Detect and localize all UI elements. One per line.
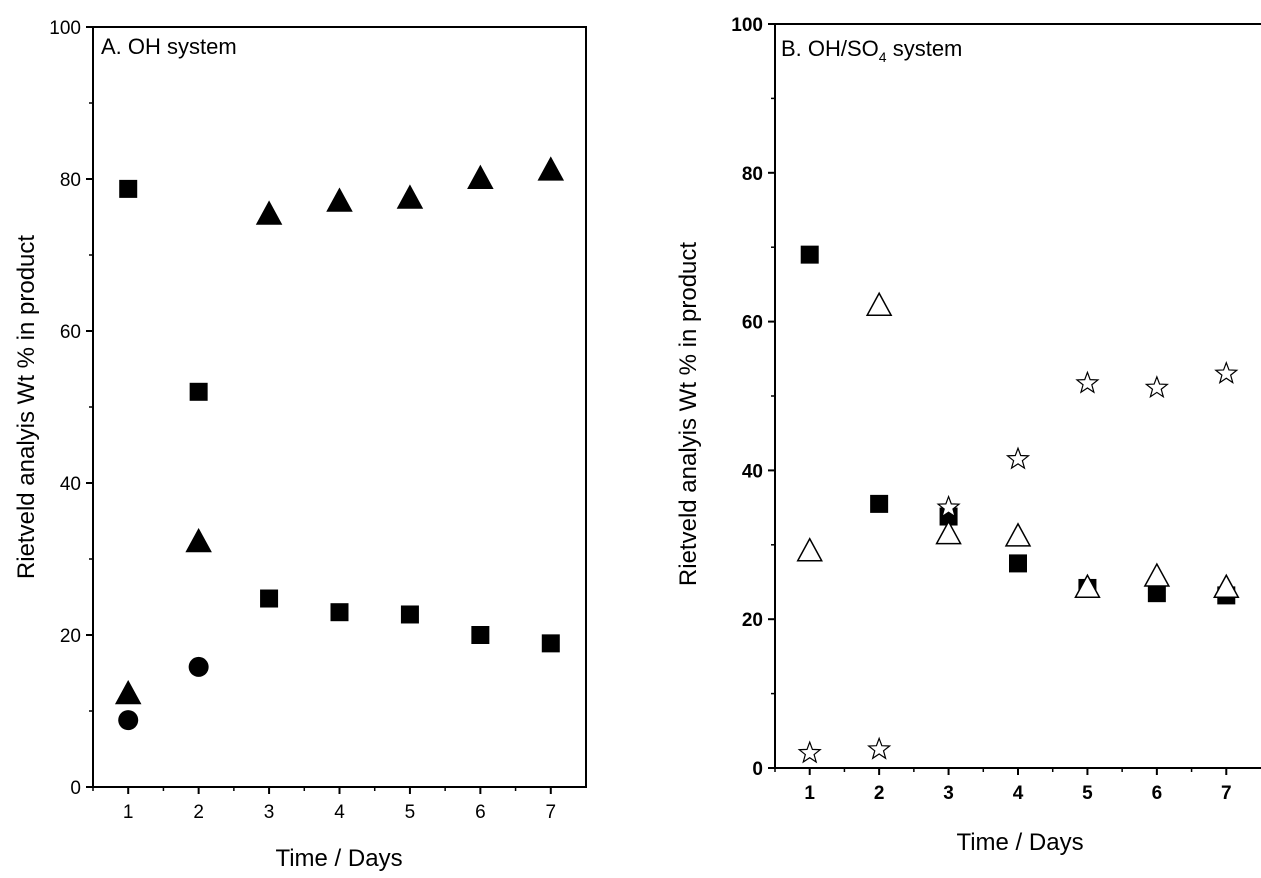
- panel-b-marks: [796, 245, 1240, 764]
- panel-b-point-triangle-open: [796, 537, 823, 562]
- panel-b-point-star-open: [936, 494, 961, 518]
- panel-b-point-square-filled: [1009, 554, 1027, 573]
- panel-b-y-tick-label: 100: [731, 15, 763, 36]
- panel-b-point-square-filled: [1147, 584, 1166, 603]
- panel-b-x-tick-label: 2: [874, 783, 885, 804]
- panel-b-point-star-open: [867, 736, 892, 760]
- panel-b-point-triangle-open: [1213, 573, 1240, 598]
- panel-a-x-tick-label: 7: [545, 802, 556, 823]
- panel-a-point-square-filled: [260, 589, 279, 608]
- panel-a-title: A. OH system: [101, 34, 237, 59]
- panel-a-y-tick-label: 20: [60, 626, 81, 647]
- panel-b-y-tick-label: 0: [752, 759, 763, 780]
- panel-a-x-axis-title: Time / Days: [275, 845, 402, 872]
- panel-a-point-triangle-filled: [255, 200, 283, 225]
- panel-a-y-tick-label: 60: [60, 322, 81, 343]
- panel-b-y-axis-title: Rietveld analyis Wt % in product: [675, 242, 702, 586]
- panel-b-x-tick-label: 1: [804, 783, 815, 804]
- panel-b-point-star-open: [1005, 446, 1031, 470]
- panel-a-ticks: 1 2 3 4 5 6 7 0 20 40 60 80 100: [49, 18, 556, 823]
- panel-a-point-triangle-filled: [396, 184, 424, 209]
- panel-b-ticks: 1 2 3 4 5 6 7 0 20 40 60 80 100: [731, 15, 1231, 804]
- panel-b-y-tick-label: 40: [742, 461, 763, 482]
- panel-a-x-tick-label: 2: [193, 802, 204, 823]
- panel-a-point-circle-filled: [118, 710, 139, 731]
- panel-b-point-square-filled: [870, 494, 889, 513]
- panel-a-point-square-filled: [330, 603, 349, 622]
- panel-b-point-triangle-open: [1004, 522, 1032, 547]
- panel-b-point-star-open: [797, 740, 822, 764]
- panel-b-title-suffix: system: [887, 36, 963, 61]
- panel-b-y-tick-label: 60: [742, 313, 763, 334]
- panel-a-point-triangle-filled: [185, 527, 212, 553]
- panel-a-x-tick-label: 5: [405, 802, 416, 823]
- panel-a-point-square-filled: [471, 626, 490, 644]
- panel-b-title: B. OH/SO4 system: [781, 36, 962, 65]
- panel-a-x-tick-label: 1: [123, 802, 134, 823]
- panel-b-point-star-open: [1144, 375, 1169, 399]
- panel-a-point-circle-filled: [188, 656, 209, 677]
- panel-a: A. OH system Time / Days Rietveld analyi…: [13, 18, 587, 872]
- panel-a-y-tick-label: 100: [49, 18, 81, 39]
- panel-a-point-square-filled: [400, 605, 419, 624]
- panel-a-y-tick-label: 80: [60, 170, 81, 191]
- panel-b-y-tick-label: 20: [742, 610, 763, 631]
- panel-a-point-square-filled: [541, 634, 560, 653]
- panel-b-point-star-open: [1214, 360, 1239, 384]
- panel-b-x-tick-label: 3: [943, 783, 954, 804]
- panel-b-title-subscript: 4: [879, 49, 887, 65]
- panel-b-x-tick-label: 4: [1013, 783, 1024, 804]
- panel-a-y-axis-title: Rietveld analyis Wt % in product: [13, 235, 40, 579]
- panel-b-point-star-open: [1075, 370, 1100, 394]
- panel-a-point-triangle-filled: [114, 679, 142, 705]
- panel-b: B. OH/SO4 system Time / Days Rietveld an…: [675, 15, 1261, 856]
- panel-b-x-tick-label: 7: [1221, 783, 1232, 804]
- panel-a-y-tick-label: 40: [60, 474, 81, 495]
- panel-a-y-tick-label: 0: [70, 778, 81, 799]
- panel-a-point-square-filled: [119, 179, 138, 198]
- panel-b-y-tick-label: 80: [742, 164, 763, 185]
- panel-a-x-tick-label: 3: [264, 802, 275, 823]
- panel-a-point-square-filled: [189, 382, 208, 401]
- panel-a-x-tick-label: 6: [475, 802, 486, 823]
- panel-b-point-square-filled: [800, 245, 819, 264]
- panel-b-point-triangle-open: [935, 520, 962, 545]
- panel-a-frame: [92, 26, 587, 788]
- panel-b-point-triangle-open: [1143, 562, 1171, 587]
- panel-a-x-tick-label: 4: [334, 802, 345, 823]
- panel-a-point-triangle-filled: [326, 187, 353, 212]
- panel-a-point-triangle-filled: [467, 164, 494, 189]
- panel-b-x-tick-label: 6: [1152, 783, 1163, 804]
- panel-b-point-triangle-open: [865, 291, 893, 316]
- panel-a-point-triangle-filled: [537, 156, 565, 181]
- panel-b-x-tick-label: 5: [1082, 783, 1093, 804]
- panel-a-marks: [114, 156, 565, 731]
- panel-b-point-triangle-open: [1074, 573, 1101, 598]
- panel-b-title-main: B. OH/SO: [781, 36, 879, 61]
- panel-b-x-axis-title: Time / Days: [956, 829, 1083, 856]
